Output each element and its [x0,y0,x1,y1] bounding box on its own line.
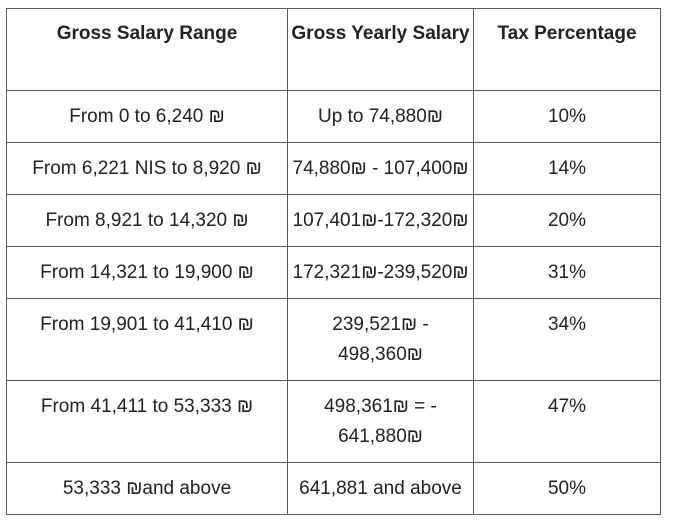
tax-percentage-cell: 14% [473,142,661,195]
tax-percentage-cell: 20% [473,194,661,247]
salary-range-cell: From 19,901 to 41,410 ₪ [6,298,288,381]
yearly-salary-cell: 641,881 and above [287,462,474,515]
yearly-salary-cell: 172,321₪-239,520₪ [287,246,474,299]
salary-range-cell: From 8,921 to 14,320 ₪ [6,194,288,247]
table-row: 53,333 ₪and above 641,881 and above 50% [6,462,661,515]
tax-percentage-cell: 10% [473,90,661,143]
yearly-salary-cell: 107,401₪-172,320₪ [287,194,474,247]
salary-range-cell: From 0 to 6,240 ₪ [6,90,288,143]
tax-percentage-cell: 50% [473,462,661,515]
yearly-salary-cell: 498,361₪ = - 641,880₪ [287,380,474,463]
yearly-salary-cell: Up to 74,880₪ [287,90,474,143]
salary-range-cell: 53,333 ₪and above [6,462,288,515]
table-row: From 19,901 to 41,410 ₪ 239,521₪ - 498,3… [6,298,661,381]
table-row: From 8,921 to 14,320 ₪ 107,401₪-172,320₪… [6,194,661,247]
header-gross-yearly-salary: Gross Yearly Salary [287,8,474,91]
tax-bracket-table: Gross Salary Range Gross Yearly Salary T… [6,8,661,515]
table-row: From 41,411 to 53,333 ₪ 498,361₪ = - 641… [6,380,661,463]
salary-range-cell: From 14,321 to 19,900 ₪ [6,246,288,299]
header-tax-percentage: Tax Percentage [473,8,661,91]
tax-percentage-cell: 31% [473,246,661,299]
table-row: From 0 to 6,240 ₪ Up to 74,880₪ 10% [6,90,661,143]
salary-range-cell: From 6,221 NIS to 8,920 ₪ [6,142,288,195]
tax-percentage-cell: 47% [473,380,661,463]
tax-percentage-cell: 34% [473,298,661,381]
header-gross-salary-range: Gross Salary Range [6,8,288,91]
yearly-salary-cell: 239,521₪ - 498,360₪ [287,298,474,381]
table-row: From 6,221 NIS to 8,920 ₪ 74,880₪ - 107,… [6,142,661,195]
table-row: From 14,321 to 19,900 ₪ 172,321₪-239,520… [6,246,661,299]
salary-range-cell: From 41,411 to 53,333 ₪ [6,380,288,463]
yearly-salary-cell: 74,880₪ - 107,400₪ [287,142,474,195]
table-header-row: Gross Salary Range Gross Yearly Salary T… [6,8,661,91]
